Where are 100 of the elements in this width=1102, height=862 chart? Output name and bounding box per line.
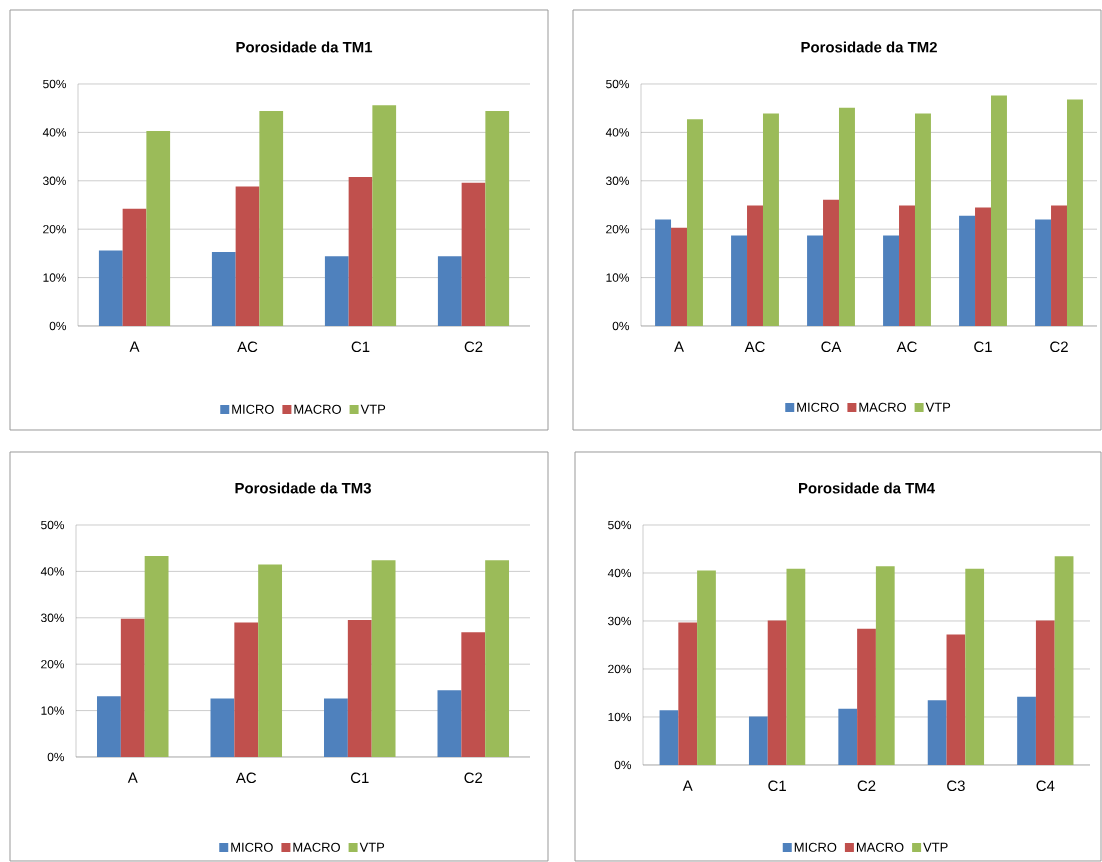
y-tick-label: 40% — [40, 567, 65, 576]
y-tick-label: 40% — [605, 128, 630, 137]
bar — [347, 620, 372, 757]
bar — [120, 618, 145, 757]
legend-label: MACRO — [293, 842, 340, 852]
x-tick-label: C4 — [1036, 780, 1055, 792]
bar — [437, 256, 462, 326]
chart-title: Porosidade da TM4 — [799, 482, 935, 494]
bar — [485, 560, 510, 757]
bar — [324, 256, 349, 326]
x-tick-label: C1 — [350, 772, 369, 784]
bar — [258, 564, 283, 757]
bar — [975, 207, 991, 326]
bar — [965, 568, 985, 765]
x-tick-label: C1 — [351, 341, 370, 353]
legend-label: MICRO — [797, 402, 839, 412]
x-tick-label: AC — [237, 341, 258, 353]
bar — [372, 105, 397, 326]
bar — [1066, 99, 1083, 326]
bar — [946, 634, 966, 765]
legend-label: VTP — [360, 404, 386, 414]
bar — [767, 620, 787, 765]
bar — [678, 622, 698, 765]
bar — [762, 113, 779, 326]
y-tick-label: 40% — [607, 568, 632, 578]
bar — [748, 716, 768, 765]
bar — [823, 199, 839, 326]
y-tick-label: 50% — [41, 520, 65, 530]
legend-label: VTP — [359, 842, 385, 852]
legend-label: VTP — [923, 842, 948, 852]
bar — [235, 186, 260, 326]
bar — [324, 698, 348, 757]
x-tick-label: C1 — [974, 341, 992, 353]
y-tick-label: 0% — [49, 321, 67, 331]
chart-title: Porosidade da TM3 — [235, 482, 371, 494]
y-tick-label: 10% — [608, 712, 632, 722]
y-tick-label: 20% — [606, 224, 630, 234]
bar — [97, 696, 121, 757]
bar — [875, 566, 895, 765]
legend-label: MICRO — [794, 842, 837, 852]
bar — [671, 227, 687, 326]
bar — [461, 182, 486, 326]
x-tick-label: A — [129, 341, 140, 352]
x-tick-label: A — [682, 780, 693, 791]
y-tick-label: 50% — [608, 520, 632, 530]
x-tick-label: C2 — [464, 772, 483, 784]
bar — [234, 622, 259, 757]
bar — [146, 130, 171, 326]
bar — [838, 107, 855, 326]
y-tick-label: 0% — [612, 321, 630, 331]
y-tick-label: 50% — [43, 79, 67, 89]
y-tick-label: 50% — [606, 79, 630, 89]
chart-title: Porosidade da TM1 — [236, 41, 373, 53]
legend-label: MICRO — [231, 842, 273, 852]
y-tick-label: 10% — [606, 273, 630, 282]
x-tick-label: AC — [896, 341, 917, 353]
bar — [1035, 620, 1055, 765]
y-tick-label: 30% — [608, 616, 632, 626]
y-tick-label: 10% — [41, 706, 65, 715]
x-tick-label: CA — [821, 341, 842, 353]
bar — [990, 95, 1007, 326]
y-tick-label: 30% — [43, 176, 67, 186]
bar — [686, 119, 703, 326]
bar — [857, 628, 876, 765]
bar — [697, 570, 716, 765]
x-tick-label: C2 — [464, 341, 483, 353]
bar — [461, 632, 486, 757]
bar — [1054, 556, 1074, 765]
bar — [122, 208, 147, 326]
y-tick-label: 30% — [41, 613, 65, 623]
bar — [210, 698, 235, 757]
x-tick-label: C2 — [857, 780, 876, 792]
y-tick-label: 10% — [43, 273, 67, 282]
bar — [348, 176, 373, 326]
x-tick-label: C2 — [1050, 341, 1068, 353]
bar — [1035, 219, 1052, 326]
bar — [98, 250, 123, 326]
x-tick-label: A — [674, 341, 684, 352]
y-tick-label: 40% — [42, 128, 67, 137]
x-tick-label: A — [127, 772, 138, 783]
bar — [437, 690, 462, 757]
bar — [899, 205, 915, 326]
y-tick-label: 0% — [47, 752, 65, 762]
bar — [807, 235, 824, 326]
bar — [747, 205, 763, 326]
y-tick-label: 30% — [606, 176, 630, 186]
x-tick-label: C1 — [768, 780, 786, 792]
legend-label: VTP — [925, 402, 951, 412]
bar — [655, 219, 672, 326]
bar — [838, 708, 858, 765]
legend-label: MICRO — [232, 404, 274, 414]
legend-label: MACRO — [294, 404, 341, 414]
y-tick-label: 20% — [41, 659, 65, 669]
bar — [259, 111, 284, 326]
bar — [927, 700, 947, 765]
bar — [786, 568, 806, 765]
bar — [371, 560, 396, 757]
chart-title: Porosidade da TM2 — [801, 41, 937, 53]
bar — [211, 251, 236, 326]
bar — [883, 235, 900, 326]
